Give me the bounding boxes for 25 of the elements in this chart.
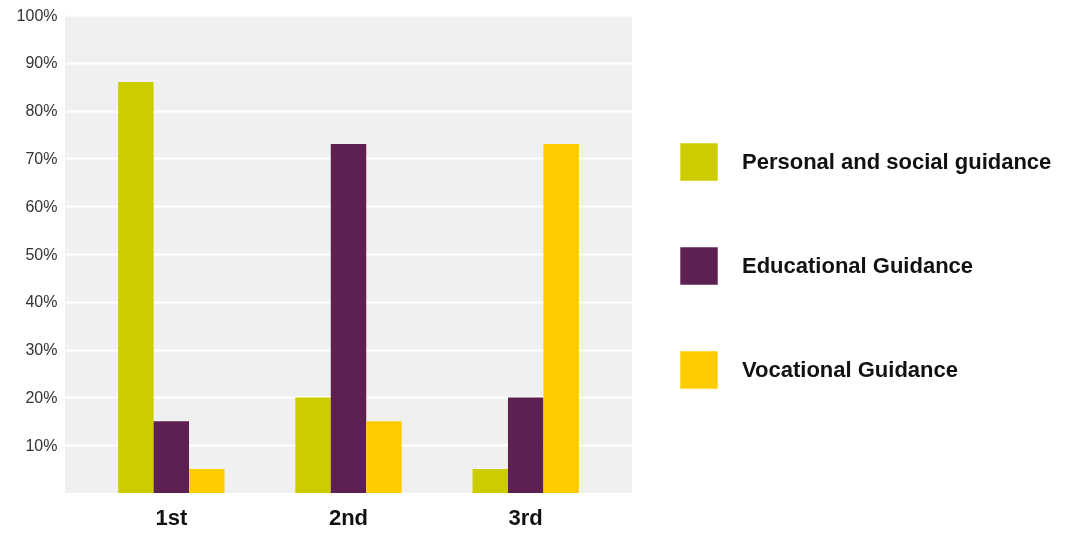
bar [330,144,367,493]
x-tick-label: 3rd [508,504,543,530]
y-tick-label: 70% [25,149,58,167]
y-tick-label: 60% [25,197,58,215]
bar [189,469,225,493]
bar [472,469,508,493]
y-tick-label: 50% [25,245,58,263]
legend-label: Personal and social guidance [742,149,1052,174]
y-tick-label: 30% [25,341,58,359]
legend-label: Educational Guidance [742,253,974,278]
bar [543,144,579,493]
legend-label: Vocational Guidance [742,357,958,382]
y-tick-label: 40% [25,293,58,311]
bar [507,397,544,493]
y-tick-label: 80% [25,102,58,120]
y-tick-label: 10% [25,436,58,454]
bar [366,421,402,493]
bar [118,81,154,493]
y-tick-label: 20% [25,388,58,406]
x-tick-label: 2nd [328,504,369,530]
y-tick-label: 100% [16,6,58,24]
y-tick-label: 90% [25,54,58,72]
bar [153,421,190,493]
x-tick-label: 1st [155,504,188,530]
bar [295,397,331,493]
